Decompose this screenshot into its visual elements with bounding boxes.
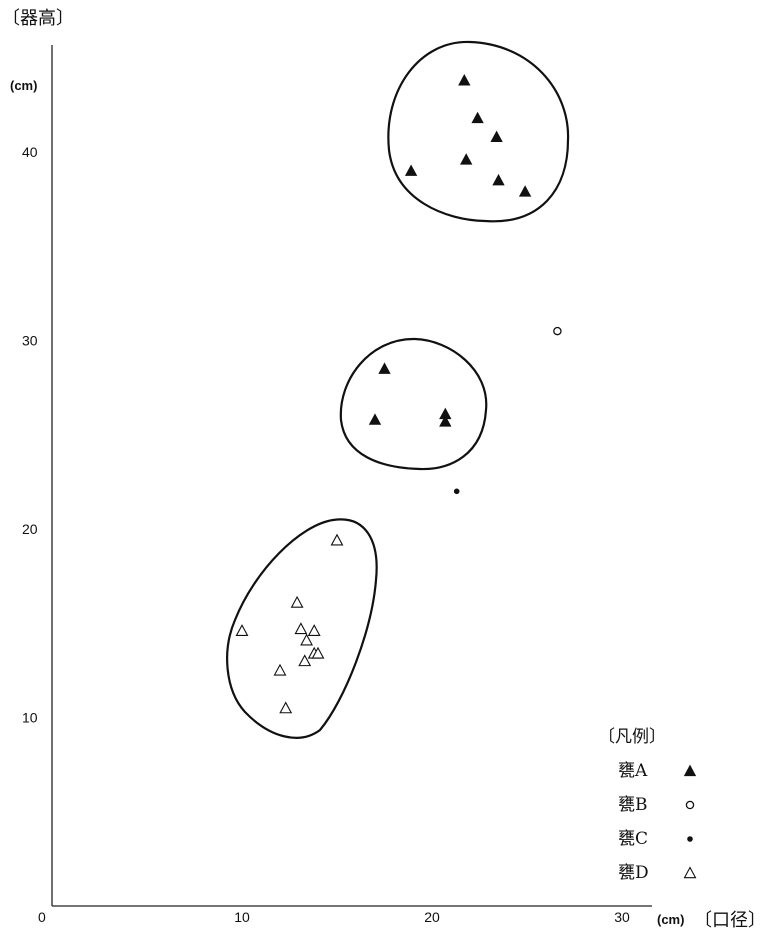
data-point: [460, 153, 473, 165]
cluster-outline-middle: [339, 337, 488, 471]
x-tick-label: 30: [614, 909, 630, 925]
legend-marker: [685, 800, 695, 810]
legend-label: 甕B: [618, 794, 648, 815]
data-point: [307, 624, 321, 637]
data-point: [279, 701, 293, 714]
data-points: [235, 74, 562, 714]
legend-label: 甕D: [618, 862, 649, 883]
data-point: [273, 663, 287, 676]
cluster-outlines: [226, 40, 570, 739]
y-tick-labels: 10 20 30 40: [22, 144, 38, 726]
data-point: [368, 413, 382, 425]
y-tick-label: 30: [22, 333, 38, 349]
data-point: [439, 415, 452, 427]
data-point: [235, 624, 249, 637]
data-point: [311, 646, 325, 659]
y-tick-label: 20: [22, 521, 38, 537]
data-point: [490, 130, 503, 142]
x-tick-label: 20: [424, 909, 440, 925]
data-point: [471, 111, 484, 124]
data-point: [300, 633, 314, 646]
data-point: [290, 595, 304, 608]
y-axis-label: 〔器高〕: [2, 8, 74, 29]
legend-label: 甕A: [618, 760, 648, 781]
legend-marker: [683, 866, 697, 879]
x-tick-label: 10: [234, 909, 250, 925]
legend-marker: [687, 836, 693, 842]
legend-title: 〔凡例〕: [598, 727, 666, 747]
origin-label: 0: [38, 909, 46, 925]
data-point: [458, 74, 471, 86]
y-axis-unit: (cm): [10, 78, 37, 93]
data-point: [553, 326, 562, 336]
legend-marker: [683, 764, 697, 777]
data-point: [378, 362, 391, 374]
x-axis-unit: (cm): [657, 912, 684, 927]
data-point: [453, 488, 460, 495]
cluster-outline-upper: [387, 40, 570, 223]
data-point: [518, 185, 532, 197]
x-tick-labels: 10 20 30: [234, 909, 630, 925]
y-tick-label: 10: [22, 710, 38, 726]
cluster-outline-lower: [226, 518, 378, 739]
x-axis-label: 〔口径〕: [694, 910, 766, 931]
legend: 〔凡例〕 甕A 甕B 甕C 甕D: [598, 727, 697, 883]
data-point: [404, 164, 418, 176]
data-point: [298, 654, 312, 667]
data-point: [330, 533, 344, 546]
data-point: [492, 173, 505, 186]
legend-label: 甕C: [618, 828, 648, 849]
y-tick-label: 40: [22, 144, 38, 160]
data-point: [294, 622, 308, 635]
